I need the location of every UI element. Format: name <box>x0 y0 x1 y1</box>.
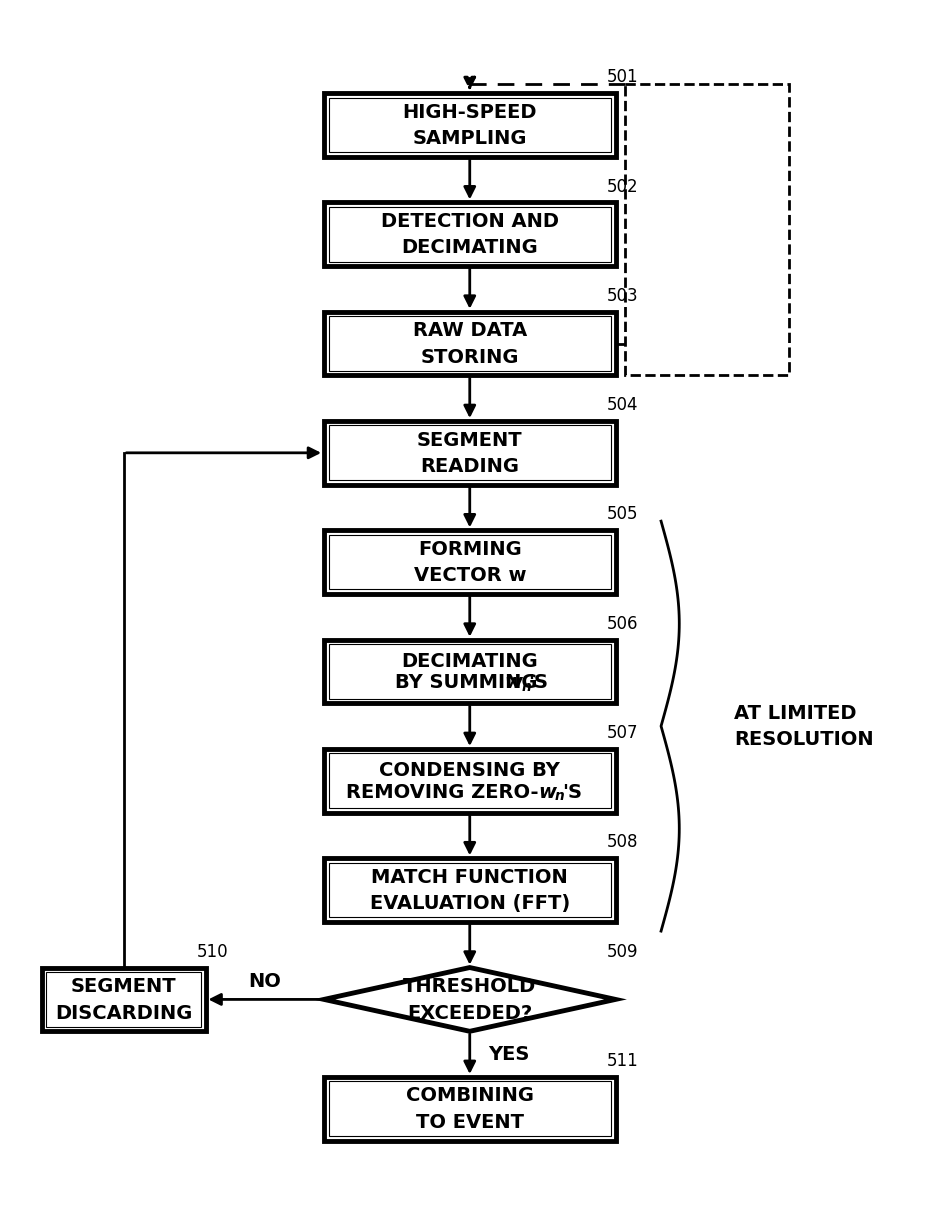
FancyBboxPatch shape <box>324 639 615 703</box>
Text: 'S: 'S <box>528 673 547 692</box>
Text: w: w <box>538 783 556 801</box>
Text: 501: 501 <box>606 69 638 86</box>
Text: 'S: 'S <box>562 783 581 801</box>
Text: w: w <box>504 673 522 692</box>
Text: 502: 502 <box>606 178 638 196</box>
Text: 503: 503 <box>606 287 638 305</box>
Text: 509: 509 <box>606 942 638 960</box>
Text: SEGMENT
READING: SEGMENT READING <box>417 430 522 475</box>
Text: 507: 507 <box>606 724 638 742</box>
Text: NO: NO <box>248 971 281 990</box>
Text: SEGMENT
DISCARDING: SEGMENT DISCARDING <box>54 976 192 1022</box>
FancyBboxPatch shape <box>324 202 615 267</box>
FancyBboxPatch shape <box>329 1082 610 1136</box>
Text: 505: 505 <box>606 505 638 523</box>
Text: FORMING
VECTOR w: FORMING VECTOR w <box>413 540 526 586</box>
Text: COMBINING
TO EVENT: COMBINING TO EVENT <box>406 1087 533 1132</box>
Text: MATCH FUNCTION
EVALUATION (FFT): MATCH FUNCTION EVALUATION (FFT) <box>369 867 570 913</box>
FancyBboxPatch shape <box>324 93 615 157</box>
Polygon shape <box>324 968 615 1031</box>
FancyBboxPatch shape <box>329 862 610 918</box>
Text: CONDENSING BY: CONDENSING BY <box>379 761 560 779</box>
Text: RAW DATA
STORING: RAW DATA STORING <box>412 321 527 366</box>
FancyBboxPatch shape <box>41 968 206 1031</box>
Text: YES: YES <box>487 1045 529 1063</box>
FancyBboxPatch shape <box>324 530 615 594</box>
FancyBboxPatch shape <box>324 750 615 813</box>
Text: REMOVING ZERO-: REMOVING ZERO- <box>346 783 538 801</box>
FancyBboxPatch shape <box>329 426 610 480</box>
Text: n: n <box>555 789 564 802</box>
FancyBboxPatch shape <box>324 421 615 485</box>
FancyBboxPatch shape <box>329 644 610 699</box>
FancyBboxPatch shape <box>329 753 610 808</box>
Text: DETECTION AND
DECIMATING: DETECTION AND DECIMATING <box>380 212 559 257</box>
FancyBboxPatch shape <box>324 312 615 376</box>
Text: 504: 504 <box>606 396 638 414</box>
FancyBboxPatch shape <box>329 535 610 589</box>
FancyBboxPatch shape <box>329 316 610 371</box>
Text: HIGH-SPEED
SAMPLING: HIGH-SPEED SAMPLING <box>402 103 537 148</box>
FancyBboxPatch shape <box>324 859 615 922</box>
Text: 508: 508 <box>606 833 638 851</box>
Text: DECIMATING: DECIMATING <box>401 652 538 670</box>
FancyBboxPatch shape <box>46 973 201 1027</box>
Text: THRESHOLD
EXCEEDED?: THRESHOLD EXCEEDED? <box>403 976 536 1022</box>
Text: 511: 511 <box>606 1051 638 1069</box>
Text: 510: 510 <box>196 942 228 960</box>
Text: AT LIMITED
RESOLUTION: AT LIMITED RESOLUTION <box>733 703 873 748</box>
Text: BY SUMMING: BY SUMMING <box>395 673 544 692</box>
FancyBboxPatch shape <box>324 1077 615 1140</box>
Text: 506: 506 <box>606 615 638 632</box>
FancyBboxPatch shape <box>329 207 610 262</box>
Text: n: n <box>521 680 531 693</box>
FancyBboxPatch shape <box>329 98 610 153</box>
